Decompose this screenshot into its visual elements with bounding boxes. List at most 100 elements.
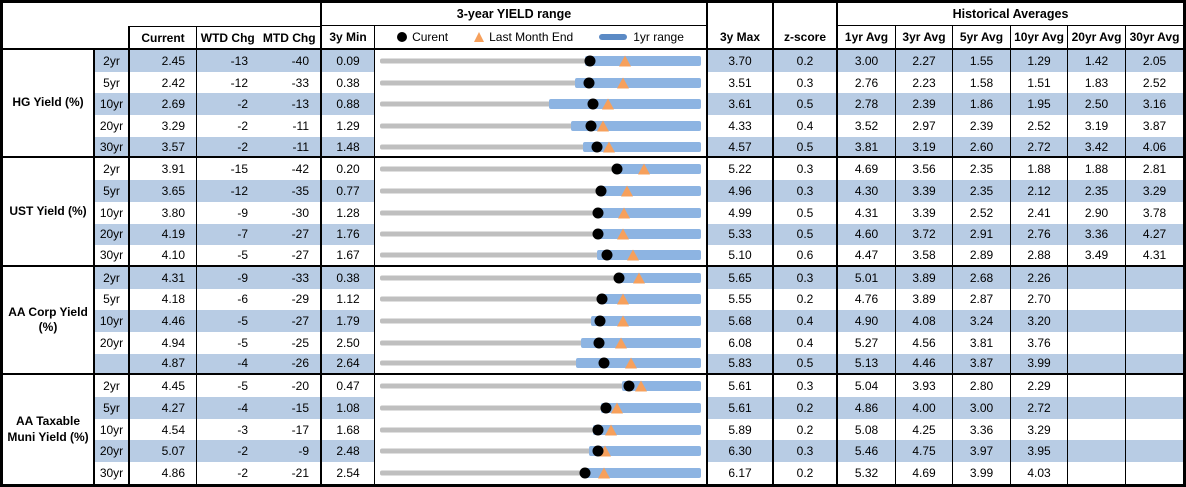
cell-avg-5yr-avg: 2.87: [953, 288, 1011, 311]
cell-3y-min: 0.38: [322, 71, 375, 94]
cell-avg-1yr-avg: 4.76: [838, 288, 896, 311]
3y-range-track: [380, 188, 701, 194]
cell-wtd-chg: -12: [230, 75, 248, 90]
legend-1yr-range: 1yr range: [599, 30, 684, 44]
cell-mtd-chg: -33: [259, 71, 322, 94]
cell-3y-max: 6.08: [708, 331, 774, 354]
cell-avg-30yr-avg: 2.05: [1126, 50, 1183, 72]
cell-avg-20yr-avg: 1.42: [1068, 50, 1126, 72]
cell-avg-5yr-avg: 3.81: [953, 331, 1011, 354]
cell-avg-20yr-avg: [1068, 288, 1126, 311]
cell-avg-20yr-avg: 3.36: [1068, 223, 1126, 246]
current-marker: [585, 120, 597, 132]
3y-range-track: [380, 58, 701, 64]
cell-avg-3yr-avg: 3.93: [896, 375, 953, 397]
range-plot-area: [380, 72, 701, 94]
cell-avg-30yr-avg: [1126, 462, 1183, 484]
cell-3y-max: 5.61: [708, 375, 774, 397]
cell-avg-10yr-avg: 2.52: [1011, 115, 1068, 137]
header-empty-group: [3, 26, 130, 50]
cell-3y-min: 1.08: [322, 397, 375, 419]
cell-3y-max: 4.96: [708, 180, 774, 202]
cell-z-score: 0.2: [774, 50, 838, 72]
cell-avg-20yr-avg: [1068, 353, 1126, 376]
cell-avg-30yr-avg: [1126, 397, 1183, 419]
cell-avg-10yr-avg: 1.29: [1011, 50, 1068, 72]
cell-tenor: 2yr: [95, 50, 130, 72]
cell-current: 3.29: [130, 115, 197, 137]
cell-avg-5yr-avg: 2.39: [953, 115, 1011, 137]
cell-z-score: 0.3: [774, 375, 838, 397]
cell-avg-3yr-avg: 4.69: [896, 462, 953, 484]
cell-3y-min: 1.76: [322, 223, 375, 246]
cell-avg-5yr-avg: 2.52: [953, 201, 1011, 224]
cell-3y-max: 5.55: [708, 288, 774, 311]
col-header-10yr-avg: 10yr Avg: [1011, 26, 1068, 50]
range-chart: [375, 288, 708, 311]
cell-avg-20yr-avg: 2.50: [1068, 93, 1126, 116]
header-empty-left: [3, 3, 322, 26]
cell-avg-10yr-avg: 2.72: [1011, 397, 1068, 419]
current-marker: [594, 315, 606, 327]
3y-range-track: [380, 166, 701, 172]
cell-3y-max: 5.65: [708, 266, 774, 289]
cell-avg-10yr-avg: 2.29: [1011, 375, 1068, 397]
cell-mtd-chg: -21: [259, 462, 322, 484]
last-month-end-marker: [616, 293, 629, 305]
cell-3y-min: 0.20: [322, 158, 375, 181]
cell-avg-1yr-avg: 4.30: [838, 180, 896, 202]
1yr-range-bar: [574, 77, 701, 88]
cell-wtd-chg: -6: [237, 292, 248, 307]
cell-avg-10yr-avg: 1.51: [1011, 71, 1068, 94]
col-header-mtd-chg: MTD Chg: [262, 30, 316, 45]
3y-range-track: [380, 231, 701, 237]
col-header-20yr-avg: 20yr Avg: [1068, 26, 1126, 50]
last-month-end-marker: [633, 272, 646, 284]
last-month-end-marker: [602, 141, 615, 153]
cell-avg-5yr-avg: 1.86: [953, 93, 1011, 116]
range-plot-area: [380, 137, 701, 157]
last-month-end-marker: [617, 207, 630, 219]
range-plot-area: [380, 158, 701, 180]
cell-avg-1yr-avg: 2.78: [838, 93, 896, 116]
range-plot-area: [380, 93, 701, 115]
cell-z-score: 0.2: [774, 418, 838, 441]
cell-avg-10yr-avg: 3.99: [1011, 353, 1068, 376]
legend-range-label: 1yr range: [633, 30, 684, 44]
cell-avg-5yr-avg: 2.35: [953, 158, 1011, 181]
1yr-range-bar: [589, 446, 701, 457]
cell-current: 4.45: [130, 375, 197, 397]
cell-mtd-chg: -30: [259, 201, 322, 224]
range-chart: [375, 440, 708, 463]
cell-z-score: 0.2: [774, 397, 838, 419]
cell-avg-3yr-avg: 4.56: [896, 331, 953, 354]
cell-avg-30yr-avg: 2.81: [1142, 162, 1167, 177]
cell-mtd-chg: -20: [259, 375, 322, 397]
cell-avg-20yr-avg: 1.88: [1068, 158, 1126, 181]
3y-range-track: [380, 144, 701, 150]
cell-avg-5yr-avg: 2.60: [953, 136, 1011, 159]
cell-avg-3yr-avg: 3.56: [896, 158, 953, 181]
cell-wtd-chg: -2: [197, 136, 259, 159]
range-plot-area: [380, 397, 701, 419]
cell-z-score: 0.5: [774, 201, 838, 224]
header-empty-above-zscore: [774, 3, 838, 26]
current-dot-icon: [397, 32, 408, 42]
col-header-3y-min: 3y Min: [322, 26, 375, 50]
cell-avg-10yr-avg: 2.26: [1011, 266, 1068, 289]
legend-current: Curent: [397, 30, 448, 44]
legend-last-month: Last Month End: [474, 30, 573, 44]
cell-mtd-chg: -27: [259, 310, 322, 332]
1yr-range-bar: [622, 381, 701, 392]
range-plot-area: [380, 310, 701, 332]
cell-avg-3yr-avg: 4.75: [896, 440, 953, 463]
cell-avg-30yr-avg: [1126, 332, 1183, 354]
historical-averages-title: Historical Averages: [838, 3, 1183, 26]
cell-tenor: 20yr: [95, 331, 130, 354]
range-plot-area: [380, 202, 701, 224]
group-label: HG Yield (%): [3, 50, 95, 159]
cell-current: 4.19: [130, 223, 197, 246]
cell-3y-min: 1.12: [322, 288, 375, 311]
cell-avg-10yr-avg: 3.20: [1011, 310, 1068, 332]
cell-wtd-chg: -5: [197, 310, 259, 332]
